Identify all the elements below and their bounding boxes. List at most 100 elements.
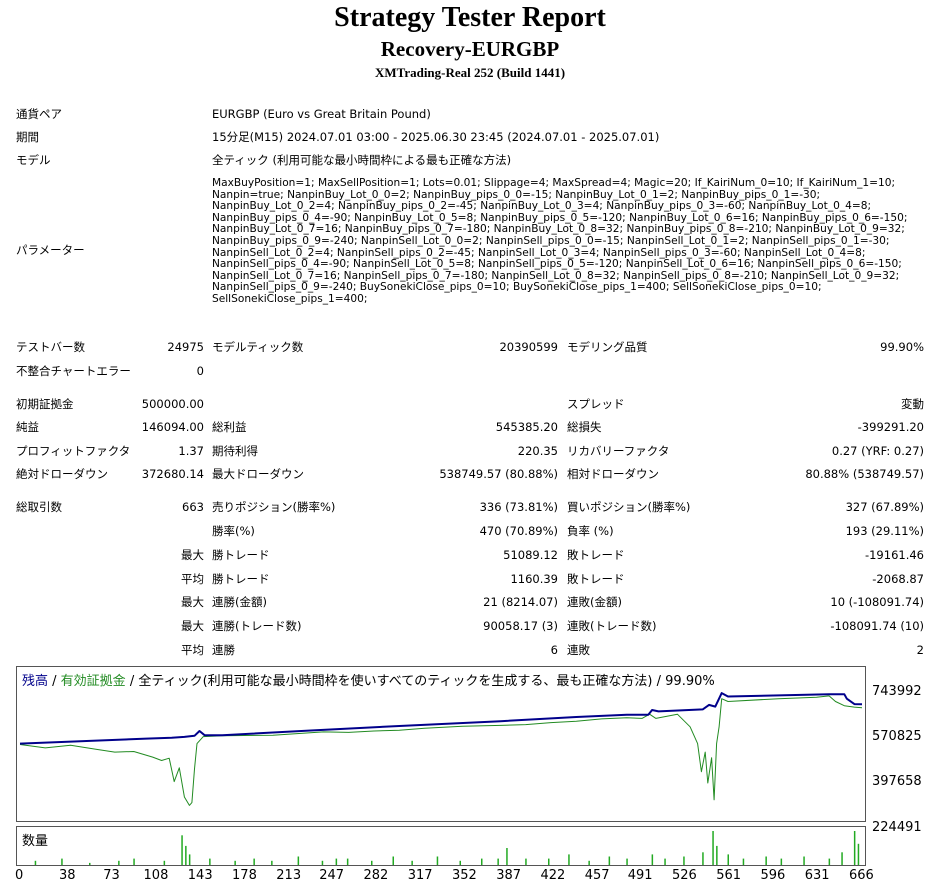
y-tick-label: 743992 <box>872 684 922 699</box>
volume-bar <box>335 858 338 865</box>
symbol-value: EURGBP (Euro vs Great Britain Pound) <box>212 107 431 121</box>
gross-profit-label: 総利益 <box>212 420 247 434</box>
max-dd-value: 538749.57 (80.88%) <box>439 467 558 481</box>
rel-dd-value: 80.88% (538749.57) <box>805 467 924 481</box>
trades-value: 663 <box>182 500 204 514</box>
legend-separator-2: / <box>125 674 139 689</box>
avg-loss-label: 敗トレード <box>567 572 625 586</box>
volume-bar <box>253 858 255 865</box>
avg-cons-win-value: 6 <box>550 643 558 657</box>
deposit-label: 初期証拠金 <box>16 397 74 411</box>
period-label: 期間 <box>16 130 39 144</box>
volume-bar <box>497 858 499 865</box>
volume-bar <box>853 831 856 865</box>
volume-bar <box>803 856 805 865</box>
volume-bar <box>683 856 685 865</box>
volume-bar <box>188 854 191 865</box>
avg-win-value: 1160.39 <box>510 572 558 586</box>
largest-win-value: 51089.12 <box>503 548 558 562</box>
deposit-value: 500000.00 <box>141 397 204 411</box>
volume-bar <box>651 854 654 865</box>
abs-dd-value: 372680.14 <box>141 467 204 481</box>
volume-bar <box>436 856 439 865</box>
largest-prefix: 最大 <box>181 548 204 562</box>
quality-label: モデリング品質 <box>567 340 648 354</box>
cons-loss-money-label: 連敗(金額) <box>567 595 622 609</box>
y-tick-label: 570825 <box>872 729 922 744</box>
x-tick-label: 282 <box>363 868 389 883</box>
short-label: 売りポジション(勝率%) <box>212 500 336 514</box>
volume-bar <box>411 860 413 866</box>
volume-bar <box>61 858 63 865</box>
legend-separator-3: / <box>652 674 666 689</box>
x-tick-label: 457 <box>584 868 610 883</box>
x-tick-label: 352 <box>452 868 477 883</box>
volume-bar <box>185 845 187 865</box>
volume-bar <box>34 860 37 866</box>
volume-bar <box>664 858 666 865</box>
volume-bar <box>209 858 211 865</box>
volume-bar <box>133 858 135 865</box>
volume-bar <box>712 831 714 865</box>
x-tick-label: 73 <box>103 868 120 883</box>
volume-bar <box>321 860 324 866</box>
legend-model: 全ティック(利用可能な最小時間枠を使いすべてのティックを生成する、最も正確な方法… <box>138 674 653 689</box>
errors-value: 0 <box>196 364 204 378</box>
volume-bar <box>506 848 508 865</box>
gross-loss-label: 総損失 <box>567 420 602 434</box>
balance-chart-frame <box>16 666 866 822</box>
model-value: 全ティック (利用可能な最小時間枠による最も正確な方法) <box>212 153 512 167</box>
x-tick-label: 387 <box>496 868 522 883</box>
quality-value: 99.90% <box>880 340 924 354</box>
volume-bar <box>702 852 704 866</box>
volume-chart-frame <box>16 826 866 866</box>
x-tick-label: 143 <box>187 868 213 883</box>
average-prefix: 平均 <box>181 572 204 586</box>
x-tick-label: 491 <box>627 868 653 883</box>
rf-label: リカバリーファクタ <box>567 444 670 458</box>
volume-bar <box>727 854 729 865</box>
cons-win-money-label: 連勝(金額) <box>212 595 267 609</box>
volume-bar <box>548 858 550 865</box>
volume-bar <box>89 862 91 865</box>
avg-cons-loss-value: 2 <box>916 643 924 657</box>
bars-label: テストバー数 <box>16 340 85 354</box>
volume-bar <box>459 860 461 866</box>
x-tick-label: 178 <box>232 868 257 883</box>
volume-bar <box>181 835 183 866</box>
equity-line <box>19 695 863 806</box>
x-tick-label: 666 <box>849 868 874 883</box>
rf-value: 0.27 (YRF: 0.27) <box>831 444 924 458</box>
volume-bar <box>765 856 767 865</box>
abs-dd-label: 絶対ドローダウン <box>16 467 108 481</box>
y-tick-label: 397658 <box>872 774 922 789</box>
bars-value: 24975 <box>167 340 204 354</box>
params-label: パラメーター <box>16 243 85 257</box>
volume-bar <box>234 860 236 866</box>
cons-loss-value: -108091.74 (10) <box>830 619 924 633</box>
x-tick-label: 596 <box>760 868 786 883</box>
balance-chart <box>19 692 863 806</box>
winrate-value: 470 (70.89%) <box>479 524 558 538</box>
net-value: 146094.00 <box>141 420 204 434</box>
volume-bar <box>588 860 590 866</box>
lossrate-value: 193 (29.11%) <box>845 524 924 538</box>
max-cons-count-prefix: 最大 <box>181 619 204 633</box>
cons-profit-label: 連勝(トレード数) <box>212 619 302 633</box>
report-title: Strategy Tester Report <box>334 2 606 33</box>
symbol-label: 通貨ペア <box>16 107 62 121</box>
pf-value: 1.37 <box>178 444 204 458</box>
spread-label: スプレッド <box>567 397 625 411</box>
x-tick-label: 526 <box>672 868 697 883</box>
largest-loss-label: 敗トレード <box>567 548 625 562</box>
cons-win-money-value: 21 (8214.07) <box>483 595 558 609</box>
volume-bar <box>346 858 349 865</box>
volume-bar <box>568 854 570 865</box>
legend-separator-1: / <box>48 674 61 689</box>
cons-profit-value: 90058.17 (3) <box>483 619 558 633</box>
winrate-label: 勝率(%) <box>212 524 255 538</box>
cons-loss-label: 連敗(トレード数) <box>567 619 657 633</box>
x-tick-label: 422 <box>540 868 566 883</box>
volume-bar <box>841 852 843 866</box>
model-label: モデル <box>16 153 51 167</box>
